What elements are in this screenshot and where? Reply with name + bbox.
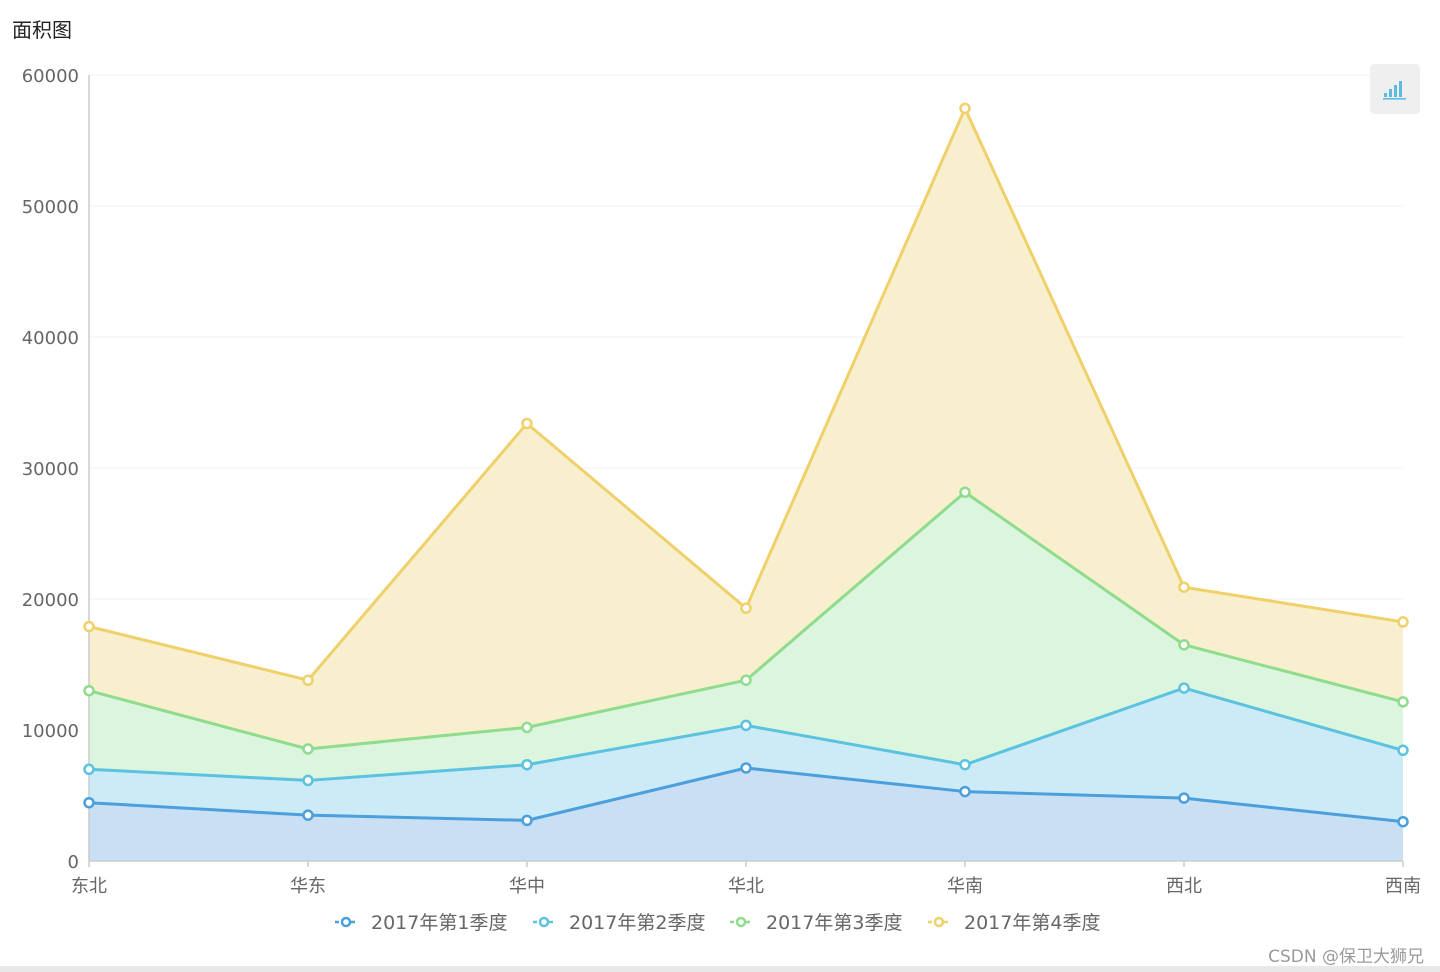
axis-layer: 0 10000 20000 30000 40000 50000 60000 东北 华东 华中 华北 华… (22, 66, 1421, 897)
bar-chart-icon (1383, 81, 1406, 100)
data-point (1178, 682, 1190, 694)
x-tick-label: 华中 (509, 876, 545, 897)
data-point (302, 743, 314, 755)
data-point (521, 814, 533, 827)
data-point (302, 774, 314, 787)
x-tick-label: 西南 (1385, 876, 1421, 897)
legend[interactable]: 2017年第1季度 2017年第2季度 2017年第3季度 2017年第4季度 (335, 912, 1100, 934)
legend-item-3[interactable]: 2017年第3季度 (730, 912, 902, 934)
legend-item-1[interactable]: 2017年第1季度 (335, 912, 507, 934)
data-point (959, 486, 971, 498)
data-point (1178, 792, 1190, 804)
data-point (521, 417, 533, 430)
data-point (83, 796, 95, 809)
y-tick-label: 60000 (22, 66, 79, 87)
data-point (740, 602, 752, 614)
data-point (83, 763, 95, 776)
chart-title: 面积图 (12, 18, 72, 42)
data-point (959, 102, 971, 115)
legend-swatch-marker (735, 916, 747, 928)
y-tick-label: 50000 (22, 197, 79, 218)
x-tick-label: 华南 (947, 876, 983, 897)
legend-item-4[interactable]: 2017年第4季度 (928, 912, 1100, 934)
legend-swatch-marker (933, 916, 945, 928)
data-point (83, 620, 95, 633)
y-tick-label: 0 (68, 852, 79, 873)
data-point (740, 674, 752, 686)
data-point (521, 758, 533, 771)
data-point (740, 762, 752, 774)
y-tick-label: 10000 (22, 721, 79, 742)
data-point (959, 758, 971, 771)
data-point (740, 719, 752, 732)
y-tick-label: 40000 (22, 328, 79, 349)
legend-label: 2017年第1季度 (371, 912, 507, 934)
legend-item-2[interactable]: 2017年第2季度 (533, 912, 705, 934)
data-point (1397, 616, 1409, 628)
bottom-bar (0, 966, 1440, 972)
x-tick-label: 华东 (290, 876, 326, 897)
x-tick-label: 华北 (728, 876, 764, 897)
data-point (521, 721, 533, 734)
legend-label: 2017年第4季度 (964, 912, 1100, 934)
data-point (1178, 639, 1190, 651)
area-series-2 (89, 688, 1403, 822)
data-point (302, 809, 314, 821)
data-point (1178, 581, 1190, 593)
data-point (1397, 744, 1409, 757)
legend-label: 2017年第3季度 (766, 912, 902, 934)
data-point (1397, 696, 1409, 708)
area-series-3 (89, 492, 1403, 781)
data-point (1397, 815, 1409, 828)
legend-swatch-marker (538, 916, 550, 928)
watermark: CSDN @保卫大狮兄 (1268, 947, 1424, 967)
legend-swatch-marker (340, 916, 352, 928)
x-tick-label: 西北 (1166, 876, 1202, 897)
point-layer (83, 102, 1409, 828)
area-series-4 (89, 108, 1403, 749)
area-series-1 (89, 767, 1403, 861)
data-point (302, 674, 314, 686)
y-tick-label: 30000 (22, 459, 79, 480)
data-point (83, 684, 95, 697)
x-tick-label: 东北 (71, 876, 107, 897)
chart-type-toggle-button[interactable] (1370, 64, 1420, 114)
area-layer (89, 108, 1403, 861)
legend-label: 2017年第2季度 (569, 912, 705, 934)
y-tick-label: 20000 (22, 590, 79, 611)
data-point (959, 785, 971, 798)
